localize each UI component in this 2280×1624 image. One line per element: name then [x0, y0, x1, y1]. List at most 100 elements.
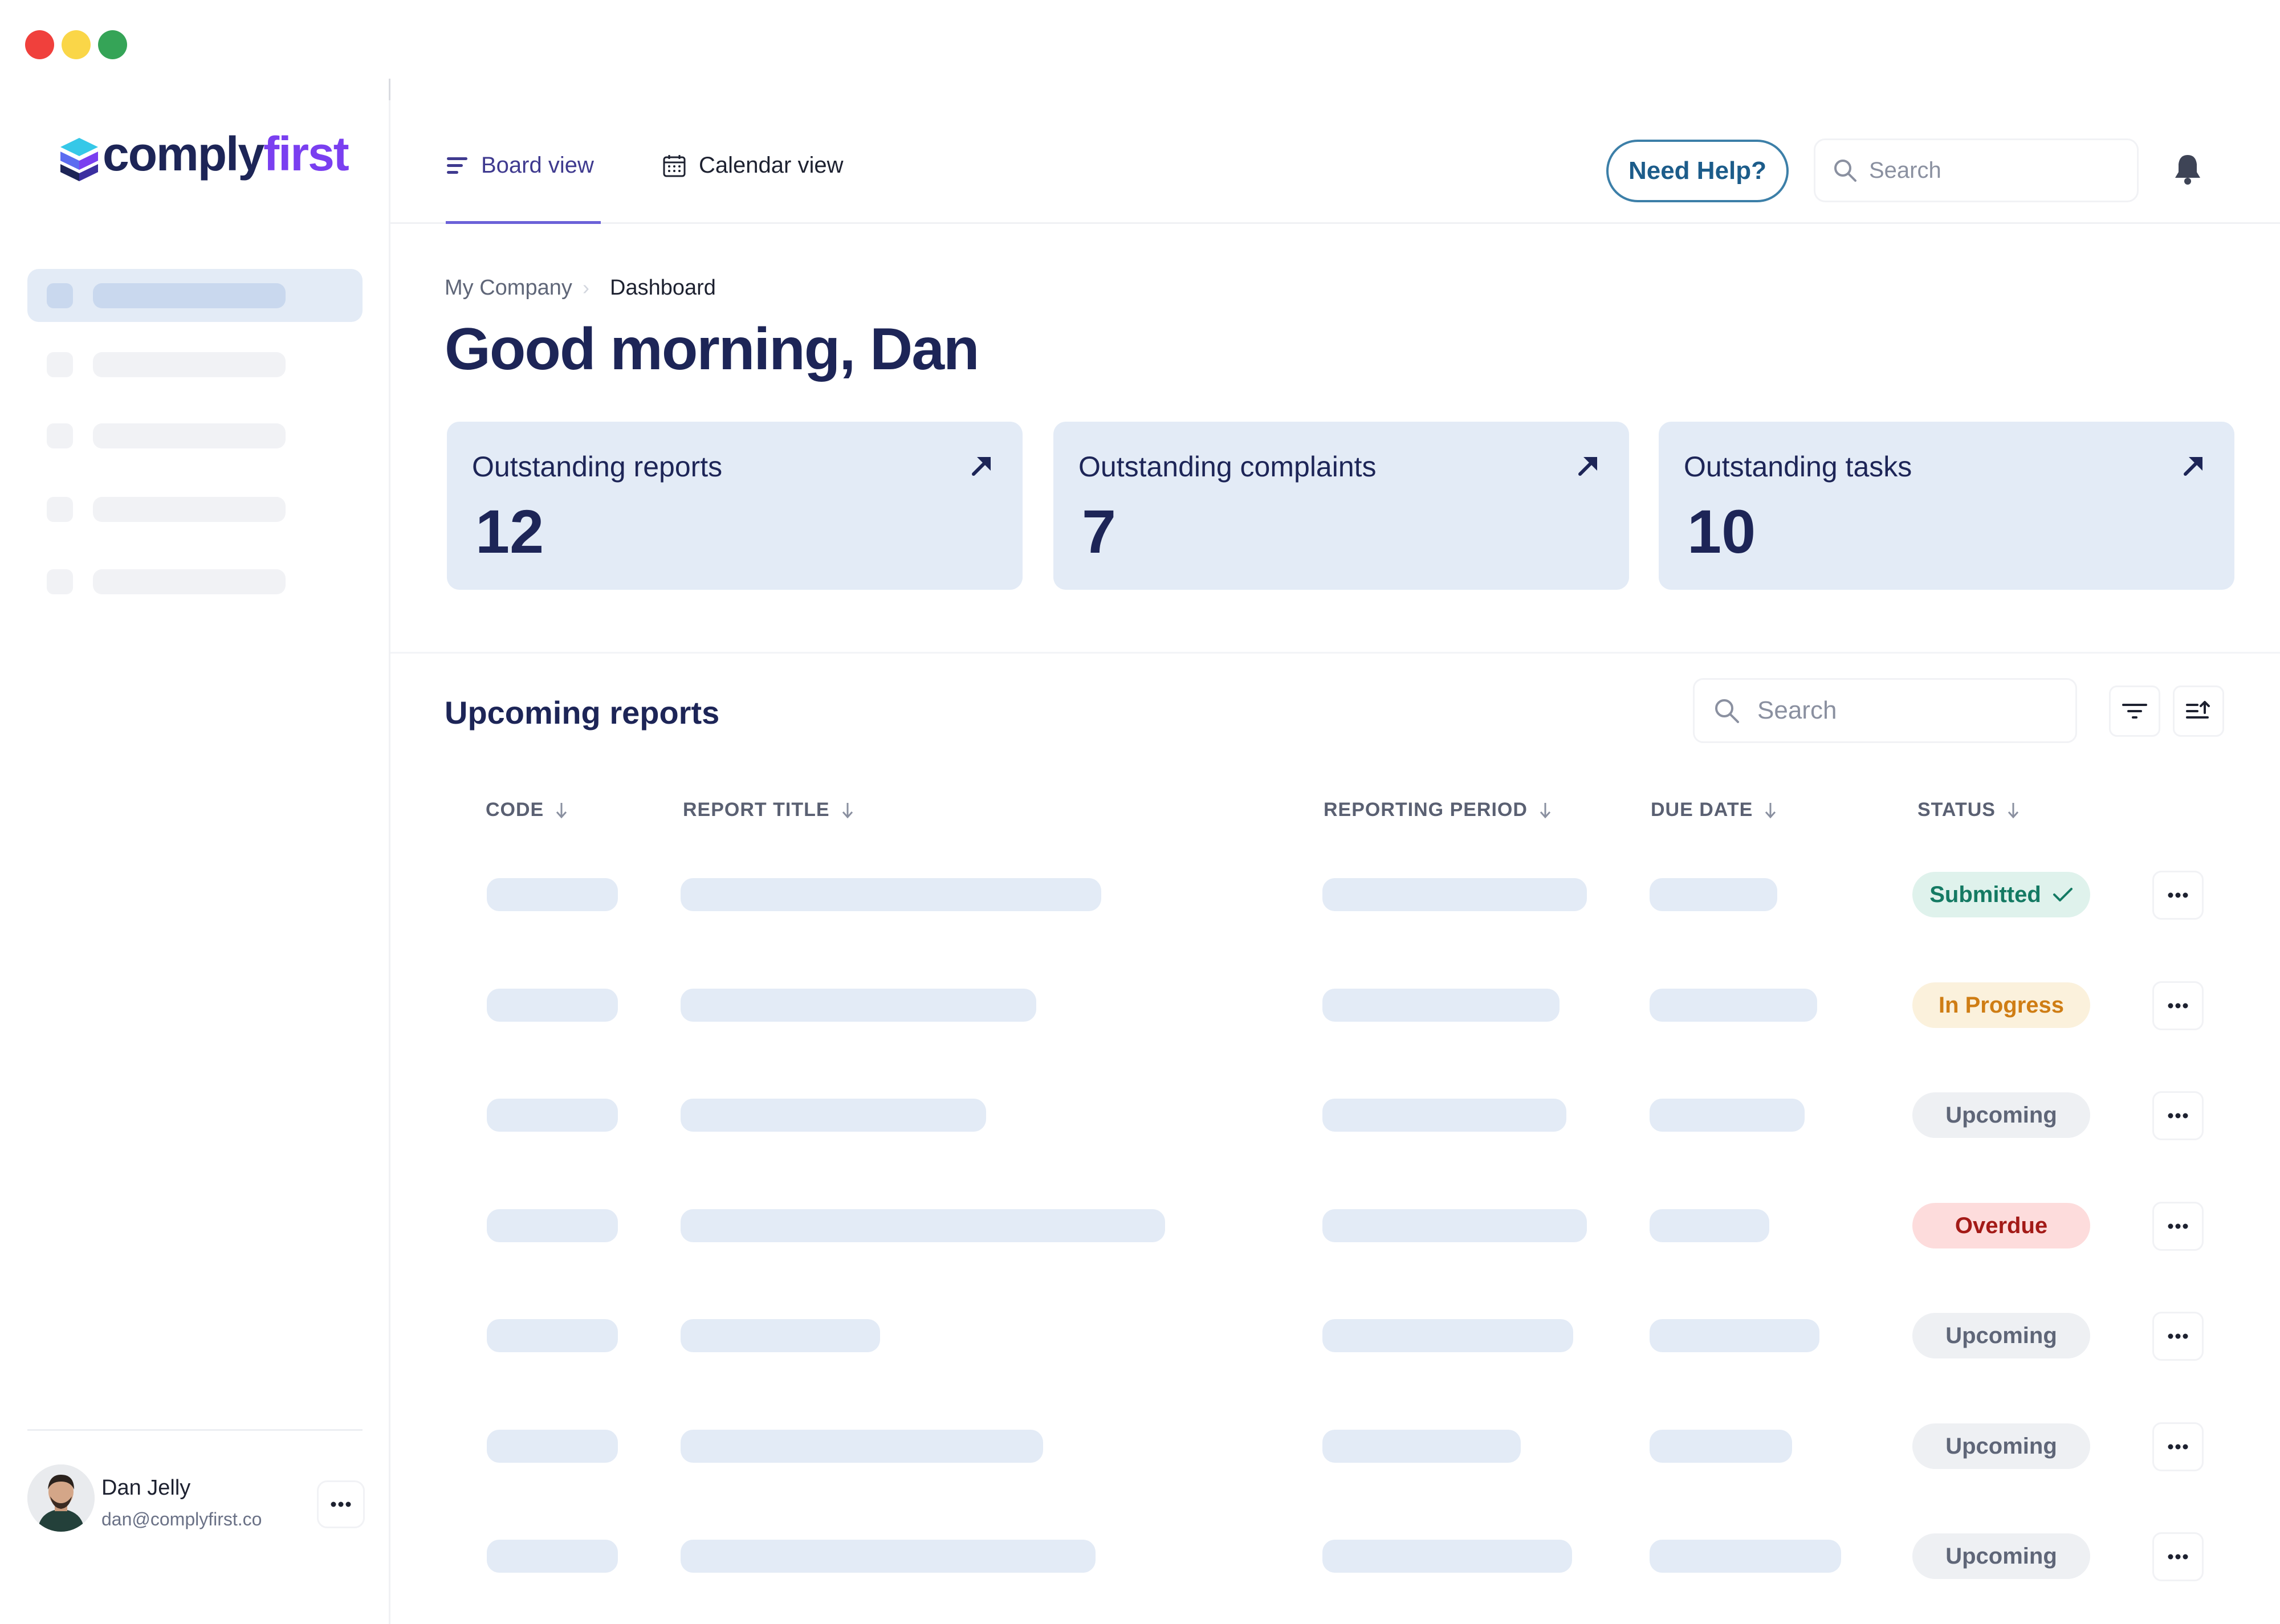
page-title: Good morning, Dan — [445, 316, 980, 382]
search-placeholder: Search — [1757, 696, 1837, 724]
stat-card-reports[interactable]: Outstanding reports 12 — [447, 422, 1023, 590]
sidebar-item-label-placeholder — [93, 283, 286, 308]
column-header-reporting-period[interactable]: REPORTING PERIOD — [1324, 799, 1552, 821]
stat-card-complaints[interactable]: Outstanding complaints 7 — [1053, 422, 1629, 590]
report-title-placeholder — [681, 1540, 1096, 1573]
sidebar-resize-handle[interactable] — [389, 79, 390, 100]
due-date-placeholder — [1650, 1209, 1769, 1242]
sort-down-icon — [1540, 802, 1551, 818]
code-cell-placeholder — [487, 1430, 618, 1463]
more-horizontal-icon — [2168, 1444, 2188, 1450]
table-search-input[interactable]: Search — [1693, 678, 2077, 743]
filter-button[interactable] — [2109, 685, 2160, 737]
tab-label: Calendar view — [699, 153, 844, 178]
tab-label: Board view — [481, 153, 594, 178]
due-date-placeholder — [1650, 1319, 1819, 1352]
reporting-period-placeholder — [1322, 1319, 1573, 1352]
breadcrumb-chevron-icon: › — [583, 276, 589, 299]
search-icon — [1715, 699, 1739, 723]
sidebar-divider — [389, 79, 390, 1624]
status-badge: Overdue — [1912, 1203, 2090, 1248]
sort-button[interactable] — [2173, 685, 2224, 737]
code-cell-placeholder — [487, 1099, 618, 1132]
row-menu-button[interactable] — [2152, 981, 2204, 1030]
header-border — [390, 222, 2280, 224]
more-horizontal-icon — [2168, 1113, 2188, 1119]
section-separator — [390, 652, 2280, 654]
report-title-placeholder — [681, 1209, 1165, 1242]
breadcrumb-item[interactable]: My Company — [445, 276, 572, 300]
sidebar-item-label-placeholder — [93, 569, 286, 594]
due-date-placeholder — [1650, 1540, 1841, 1573]
more-horizontal-icon — [2168, 892, 2188, 898]
sidebar-item[interactable] — [27, 483, 363, 536]
row-menu-button[interactable] — [2152, 871, 2204, 920]
status-badge: Upcoming — [1912, 1423, 2090, 1469]
stat-label: Outstanding complaints — [1078, 451, 1377, 483]
sidebar-item[interactable] — [27, 409, 363, 462]
calendar-icon — [662, 154, 686, 178]
arrow-up-right-icon[interactable] — [2182, 455, 2205, 480]
code-cell-placeholder — [487, 1540, 618, 1573]
sidebar-item-icon-placeholder — [47, 569, 73, 594]
report-title-placeholder — [681, 878, 1101, 911]
need-help-button[interactable]: Need Help? — [1606, 140, 1789, 202]
due-date-placeholder — [1650, 1430, 1792, 1463]
stat-label: Outstanding tasks — [1684, 451, 1912, 483]
zoom-button[interactable] — [98, 30, 127, 59]
status-badge: Submitted — [1912, 872, 2090, 917]
close-button[interactable] — [25, 30, 54, 59]
search-icon — [1834, 160, 1856, 182]
tab-calendar-view[interactable]: Calendar view — [662, 153, 843, 178]
breadcrumb-current: Dashboard — [610, 276, 716, 300]
column-header-report-title[interactable]: REPORT TITLE — [683, 799, 854, 821]
active-tab-indicator — [446, 221, 601, 224]
search-placeholder: Search — [1869, 157, 1941, 183]
row-menu-button[interactable] — [2152, 1312, 2204, 1361]
column-header-due-date[interactable]: DUE DATE — [1651, 799, 1777, 821]
reporting-period-placeholder — [1322, 1430, 1521, 1463]
sidebar-item-icon-placeholder — [47, 423, 73, 448]
more-horizontal-icon — [2168, 1223, 2188, 1229]
sort-icon — [2186, 701, 2210, 719]
column-header-code[interactable]: CODE — [486, 799, 568, 821]
sidebar-separator — [27, 1429, 363, 1431]
user-name: Dan Jelly — [101, 1476, 191, 1500]
sidebar-item-label-placeholder — [93, 352, 286, 377]
sort-down-icon — [556, 802, 567, 818]
sort-down-icon — [1765, 802, 1776, 818]
user-email: dan@complyfirst.co — [101, 1509, 262, 1529]
sidebar-item[interactable] — [27, 338, 363, 391]
minimize-button[interactable] — [62, 30, 91, 59]
row-menu-button[interactable] — [2152, 1091, 2204, 1140]
more-horizontal-icon — [331, 1501, 351, 1507]
report-title-placeholder — [681, 1099, 986, 1132]
user-menu-button[interactable] — [317, 1480, 365, 1528]
status-badge: Upcoming — [1912, 1092, 2090, 1138]
stat-value: 12 — [475, 497, 544, 566]
row-menu-button[interactable] — [2152, 1422, 2204, 1471]
sidebar-item-label-placeholder — [93, 423, 286, 448]
arrow-up-right-icon[interactable] — [1577, 455, 1599, 480]
tab-board-view[interactable]: Board view — [447, 153, 594, 178]
logo-wordmark[interactable]: complyfirst — [103, 127, 349, 181]
avatar[interactable] — [27, 1464, 95, 1532]
arrow-up-right-icon[interactable] — [970, 455, 993, 480]
status-badge: In Progress — [1912, 982, 2090, 1028]
stat-card-tasks[interactable]: Outstanding tasks 10 — [1659, 422, 2234, 590]
report-title-placeholder — [681, 1319, 880, 1352]
check-icon — [2053, 888, 2073, 901]
stat-value: 10 — [1687, 497, 1756, 566]
code-cell-placeholder — [487, 878, 618, 911]
notification-bell-icon[interactable] — [2173, 153, 2202, 189]
status-badge: Upcoming — [1912, 1533, 2090, 1579]
column-header-status[interactable]: STATUS — [1917, 799, 2020, 821]
sidebar-item[interactable] — [27, 269, 363, 322]
row-menu-button[interactable] — [2152, 1532, 2204, 1581]
due-date-placeholder — [1650, 989, 1817, 1022]
stat-value: 7 — [1082, 497, 1117, 566]
header-search-input[interactable]: Search — [1814, 138, 2139, 202]
sidebar-item[interactable] — [27, 555, 363, 608]
row-menu-button[interactable] — [2152, 1202, 2204, 1251]
sidebar-item-icon-placeholder — [47, 283, 73, 308]
